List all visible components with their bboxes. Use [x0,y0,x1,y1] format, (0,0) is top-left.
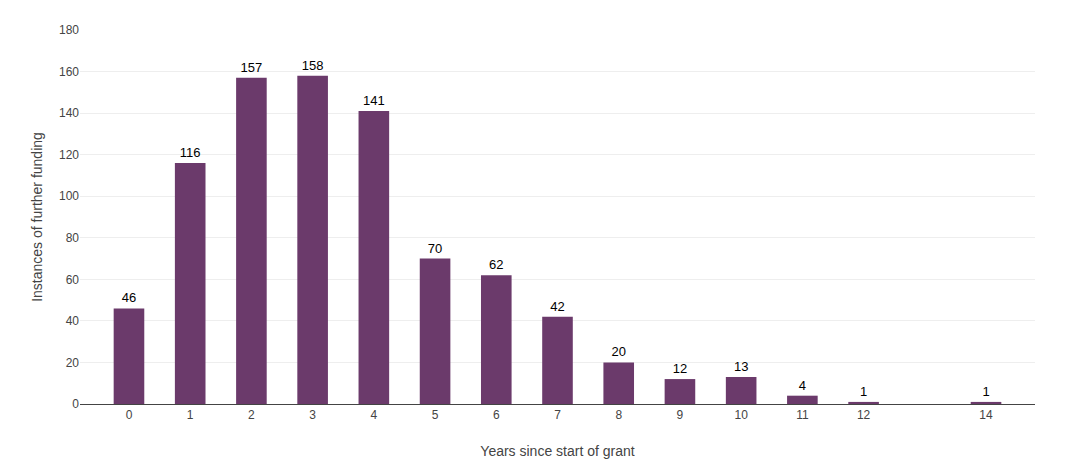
svg-text:Instances of further funding: Instances of further funding [29,132,45,302]
svg-text:0: 0 [126,408,133,422]
svg-text:158: 158 [302,58,324,73]
svg-text:14: 14 [979,408,993,422]
svg-text:180: 180 [59,23,79,37]
svg-text:120: 120 [59,148,79,162]
svg-text:8: 8 [615,408,622,422]
svg-text:46: 46 [122,290,136,305]
svg-text:4: 4 [799,378,806,393]
svg-text:5: 5 [432,408,439,422]
svg-text:42: 42 [550,299,564,314]
svg-text:12: 12 [673,361,687,376]
svg-text:11: 11 [796,408,809,422]
svg-text:70: 70 [428,241,442,256]
svg-text:4: 4 [371,408,378,422]
svg-text:2: 2 [248,408,255,422]
svg-text:140: 140 [59,106,79,120]
svg-text:141: 141 [363,93,385,108]
svg-text:Years since start of grant: Years since start of grant [480,443,634,459]
svg-text:20: 20 [66,356,80,370]
svg-text:62: 62 [489,257,503,272]
svg-text:6: 6 [493,408,500,422]
svg-text:9: 9 [677,408,684,422]
svg-text:160: 160 [59,65,79,79]
svg-text:1: 1 [187,408,194,422]
svg-text:157: 157 [241,60,263,75]
svg-text:116: 116 [180,145,201,160]
svg-text:0: 0 [72,397,79,411]
svg-text:1: 1 [982,384,989,399]
svg-text:100: 100 [59,189,79,203]
svg-text:40: 40 [66,314,80,328]
svg-text:60: 60 [66,273,80,287]
svg-text:10: 10 [734,408,748,422]
svg-text:13: 13 [734,359,748,374]
svg-text:7: 7 [554,408,561,422]
svg-text:20: 20 [611,344,625,359]
svg-text:80: 80 [66,231,80,245]
svg-text:12: 12 [857,408,871,422]
svg-text:1: 1 [860,384,867,399]
svg-text:3: 3 [309,408,316,422]
